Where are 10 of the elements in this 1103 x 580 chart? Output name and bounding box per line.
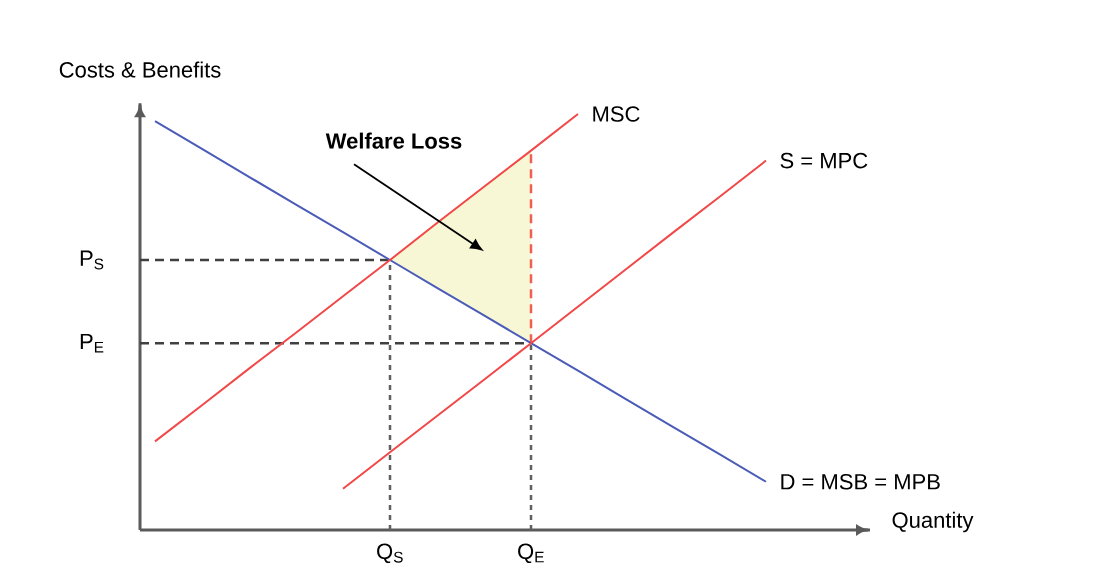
- ref-line-label: P$_{E}$: [80, 333, 104, 353]
- series-label: D = MSB = MPB: [781, 473, 940, 490]
- x-axis-title: Quantity: [892, 511, 974, 533]
- y-axis-title: Costs & Benefits: [59, 61, 221, 78]
- annotation: Welfare Loss: [325, 132, 462, 149]
- x-tick-label: Q$_{E}$: [518, 543, 544, 564]
- ref-line-label: P$_{S}$: [80, 250, 104, 270]
- x-tick-label: Q$_{S}$: [377, 543, 403, 564]
- series-label: S = MPC: [780, 152, 868, 169]
- series-label: MSC: [593, 106, 640, 122]
